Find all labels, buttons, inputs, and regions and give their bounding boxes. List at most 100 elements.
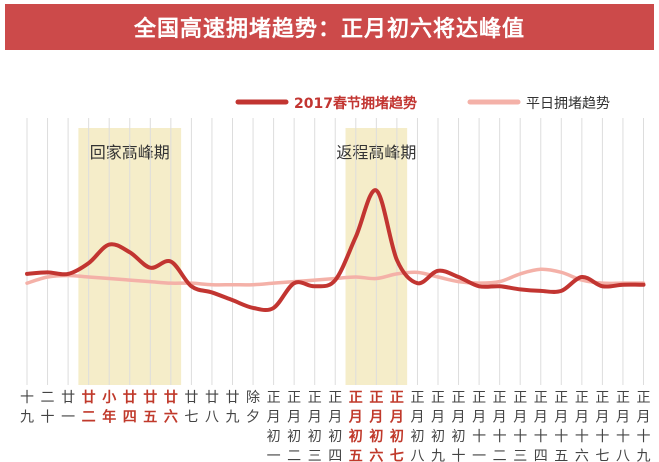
x-tick-char: 正 — [472, 390, 486, 406]
x-tick-label: 正月初五 — [348, 390, 363, 462]
x-tick-char: 十 — [20, 390, 34, 406]
x-tick-label: 小年 — [102, 390, 116, 426]
series-line-2017 — [25, 188, 646, 313]
x-tick-char: 月 — [637, 410, 651, 426]
x-tick-char: 月 — [431, 410, 445, 426]
x-tick-label: 正月初七 — [389, 390, 404, 462]
x-tick-label: 除夕 — [246, 390, 260, 426]
x-tick-char: 正 — [267, 390, 281, 406]
x-tick-char: 月 — [348, 410, 363, 426]
x-tick-char: 月 — [452, 410, 466, 426]
x-tick-char: 一 — [472, 449, 486, 462]
x-tick-char: 初 — [267, 428, 281, 445]
x-tick-label: 正月十三 — [513, 390, 527, 462]
x-tick-char: 十 — [575, 429, 589, 445]
x-tick-char: 正 — [410, 390, 424, 406]
x-tick-char: 三 — [513, 449, 527, 462]
x-tick-label: 正月初一 — [267, 390, 281, 462]
x-tick-char: 六 — [369, 448, 383, 462]
x-tick-char: 月 — [368, 410, 383, 426]
x-tick-label: 正月初四 — [328, 390, 342, 462]
series-lines — [25, 188, 646, 313]
legend: 2017春节拥堵趋势 平日拥堵趋势 — [235, 95, 610, 112]
x-tick-char: 二 — [82, 410, 96, 426]
x-tick-char: 初 — [287, 428, 301, 445]
x-tick-char: 廿 — [184, 390, 198, 406]
x-tick-char: 四 — [123, 410, 137, 426]
x-tick-char: 月 — [287, 410, 301, 426]
x-tick-char: 八 — [616, 449, 630, 462]
x-tick-char: 七 — [595, 449, 609, 462]
x-tick-char: 七 — [184, 410, 198, 426]
x-tick-label: 正月初九 — [431, 390, 445, 462]
x-tick-char: 初 — [390, 428, 404, 445]
x-tick-char: 九 — [20, 410, 34, 426]
x-tick-char: 月 — [554, 410, 568, 426]
x-tick-char: 月 — [513, 410, 527, 426]
x-tick-label: 廿五 — [143, 389, 157, 426]
x-tick-char: 正 — [513, 390, 527, 406]
x-tick-label: 廿六 — [164, 389, 178, 426]
x-tick-char: 正 — [287, 390, 301, 406]
x-tick-char: 十 — [493, 429, 507, 445]
x-tick-char: 五 — [554, 449, 568, 462]
x-tick-label: 正月初二 — [287, 390, 301, 462]
x-tick-char: 五 — [143, 410, 157, 426]
x-tick-char: 初 — [452, 428, 466, 445]
x-tick-char: 正 — [431, 390, 445, 406]
x-tick-char: 正 — [493, 390, 507, 406]
x-tick-char: 十 — [472, 429, 486, 445]
x-tick-char: 正 — [616, 390, 630, 406]
x-tick-label: 廿四 — [123, 389, 137, 426]
x-tick-label: 廿九 — [226, 390, 240, 426]
x-tick-char: 二 — [287, 449, 301, 462]
x-tick-char: 初 — [308, 428, 322, 445]
x-tick-char: 九 — [637, 449, 651, 462]
x-tick-char: 初 — [349, 428, 363, 445]
x-tick-char: 廿 — [205, 390, 219, 406]
highlight-bands: 回家高峰期 返程高峰期 — [78, 128, 416, 385]
x-tick-label: 十九 — [20, 390, 34, 426]
x-tick-char: 九 — [431, 449, 445, 462]
x-tick-label: 正月初三 — [308, 390, 322, 462]
x-tick-char: 廿 — [123, 389, 137, 406]
x-tick-label: 正月初八 — [410, 390, 424, 462]
x-tick-char: 廿 — [164, 389, 178, 406]
x-tick-label: 正月十七 — [595, 390, 609, 462]
x-tick-char: 三 — [308, 449, 322, 462]
x-tick-char: 年 — [102, 409, 116, 426]
x-tick-char: 月 — [308, 410, 322, 426]
x-tick-char: 夕 — [246, 410, 260, 426]
x-tick-char: 二 — [41, 390, 55, 406]
x-tick-char: 正 — [595, 390, 609, 406]
x-tick-label: 廿八 — [205, 390, 219, 426]
x-tick-char: 月 — [534, 410, 548, 426]
x-tick-char: 正 — [308, 390, 322, 406]
x-tick-char: 六 — [575, 449, 589, 462]
x-tick-char: 七 — [390, 449, 404, 462]
x-tick-char: 正 — [349, 390, 363, 406]
x-tick-char: 二 — [493, 449, 507, 462]
x-tick-char: 十 — [637, 429, 651, 445]
title-bar: 全国高速拥堵趋势：正月初六将达峰值 — [5, 4, 654, 50]
x-tick-char: 月 — [410, 410, 424, 426]
x-tick-char: 十 — [452, 449, 466, 462]
x-tick-char: 小 — [102, 390, 116, 406]
x-tick-char: 一 — [61, 410, 75, 426]
x-tick-label: 正月初十 — [452, 390, 466, 462]
x-tick-char: 九 — [226, 410, 240, 426]
x-tick-char: 初 — [369, 428, 383, 445]
x-tick-label: 二十 — [41, 390, 55, 426]
legend-label-normal: 平日拥堵趋势 — [526, 96, 610, 112]
x-tick-char: 初 — [410, 428, 424, 445]
x-tick-char: 八 — [410, 449, 424, 462]
x-tick-label: 正月十九 — [637, 390, 651, 462]
x-tick-label: 廿一 — [61, 390, 75, 426]
x-tick-char: 十 — [513, 429, 527, 445]
x-tick-char: 十 — [554, 429, 568, 445]
legend-label-2017: 2017春节拥堵趋势 — [294, 95, 417, 112]
x-tick-char: 正 — [390, 390, 404, 406]
x-tick-char: 月 — [267, 410, 281, 426]
x-tick-char: 正 — [534, 390, 548, 406]
x-tick-char: 月 — [328, 410, 342, 426]
